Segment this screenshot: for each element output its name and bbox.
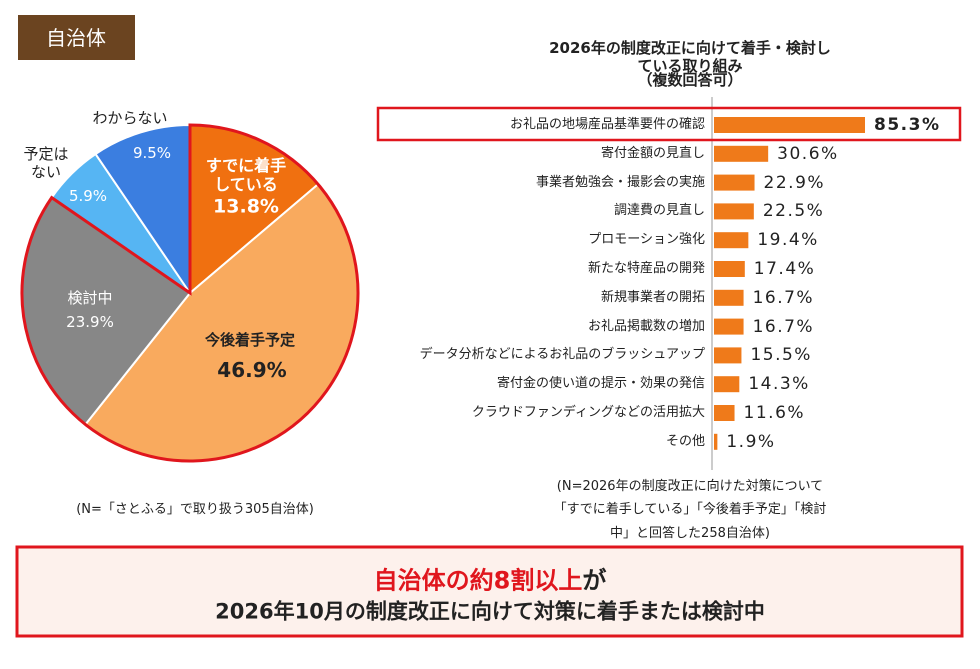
banner-box — [15, 545, 964, 638]
bar-category-label: 寄付金額の見直し — [600, 146, 705, 161]
bar-value-label: 15.5% — [750, 345, 812, 366]
bar-note: (N=2026年の制度改正に向けた対策について 「すでに着手している」「今後着手… — [553, 478, 827, 541]
bar-value-label: 16.7% — [752, 316, 815, 337]
bar-highlight — [376, 106, 962, 142]
pie-label: わからない — [92, 109, 168, 127]
bar-category-label: お礼品の地場産品基準要件の確認 — [509, 117, 705, 133]
bar — [714, 433, 718, 450]
bar-value-label: 11.6% — [743, 402, 806, 423]
bar — [714, 232, 749, 249]
bar-value-label: 17.4% — [753, 258, 816, 279]
tag-box — [18, 15, 135, 60]
pie-label: 予定は ない — [23, 145, 69, 181]
pie-highlight — [20, 123, 360, 463]
bar-title: 2026年の制度改正に向けて着手・検討している取り組み — [549, 39, 831, 75]
tag: 自治体 — [46, 26, 106, 50]
bar — [714, 405, 735, 421]
banner-suffix: が — [582, 566, 607, 595]
bar — [714, 145, 769, 162]
pie-value-label: 13.8% — [213, 195, 279, 218]
bar-value-label: 16.7% — [752, 287, 815, 308]
bar-category-label: 新規事業者の開拓 — [600, 290, 705, 305]
bar-category-label: お礼品掲載数の増加 — [587, 318, 705, 334]
banner-line1: 自治体の約8割以上が — [374, 567, 607, 596]
bar-value-label: 1.9% — [726, 431, 776, 452]
bar-subtitle: （複数回答可） — [637, 71, 743, 89]
bar — [714, 203, 754, 220]
bar-value-label: 85.3% — [874, 114, 941, 135]
banner-highlight: 自治体の約8割以上 — [373, 566, 583, 595]
bar — [714, 347, 742, 364]
pie-label: 今後着手予定 — [204, 331, 296, 349]
bar-category-label: 事業者勉強会・撮影会の実施 — [535, 174, 705, 190]
bar-category-label: その他 — [665, 434, 705, 449]
pie-value-label: 9.5% — [132, 144, 172, 162]
bar-category-label: 新たな特産品の開発 — [587, 261, 705, 277]
banner-line2: 2026年10月の制度改正に向けて対策に着手または検討中 — [215, 599, 765, 624]
bar — [714, 261, 745, 277]
bar-category-label: 調達費の見直し — [613, 203, 705, 219]
bar — [714, 117, 865, 133]
pie-value-label: 46.9% — [217, 358, 287, 382]
bar-value-label: 19.4% — [757, 229, 819, 250]
pie — [21, 123, 359, 462]
bar — [714, 289, 744, 306]
bar-value-label: 30.6% — [777, 143, 839, 164]
pie-slice — [94, 123, 191, 297]
pie-note: (N=「さとふる」で取り扱う305自治体) — [76, 502, 314, 518]
bar-value-label: 22.5% — [762, 201, 825, 222]
bar — [714, 318, 744, 335]
bar-category-label: プロモーション強化 — [588, 232, 705, 248]
bar — [714, 174, 755, 191]
bar-category-label: クラウドファンディングなどの活用拡大 — [471, 405, 705, 421]
bar-value-label: 22.9% — [763, 172, 826, 193]
bar-category-label: データ分析などによるお礼品のブラッシュアップ — [419, 347, 705, 363]
bar — [714, 376, 740, 393]
pie-value-label: 5.9% — [68, 187, 108, 205]
bar-value-label: 14.3% — [748, 373, 810, 394]
pie-label: すでに着手 している — [205, 155, 287, 194]
bar-category-label: 寄付金の使い道の提示・効果の発信 — [496, 376, 705, 392]
pie-value-label: 23.9% — [66, 313, 114, 331]
pie-label: 検討中 — [67, 289, 113, 307]
bars — [714, 117, 865, 450]
